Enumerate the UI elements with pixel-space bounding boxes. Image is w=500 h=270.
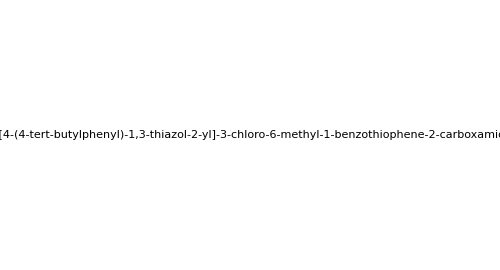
Text: N-[4-(4-tert-butylphenyl)-1,3-thiazol-2-yl]-3-chloro-6-methyl-1-benzothiophene-2: N-[4-(4-tert-butylphenyl)-1,3-thiazol-2-… (0, 130, 500, 140)
